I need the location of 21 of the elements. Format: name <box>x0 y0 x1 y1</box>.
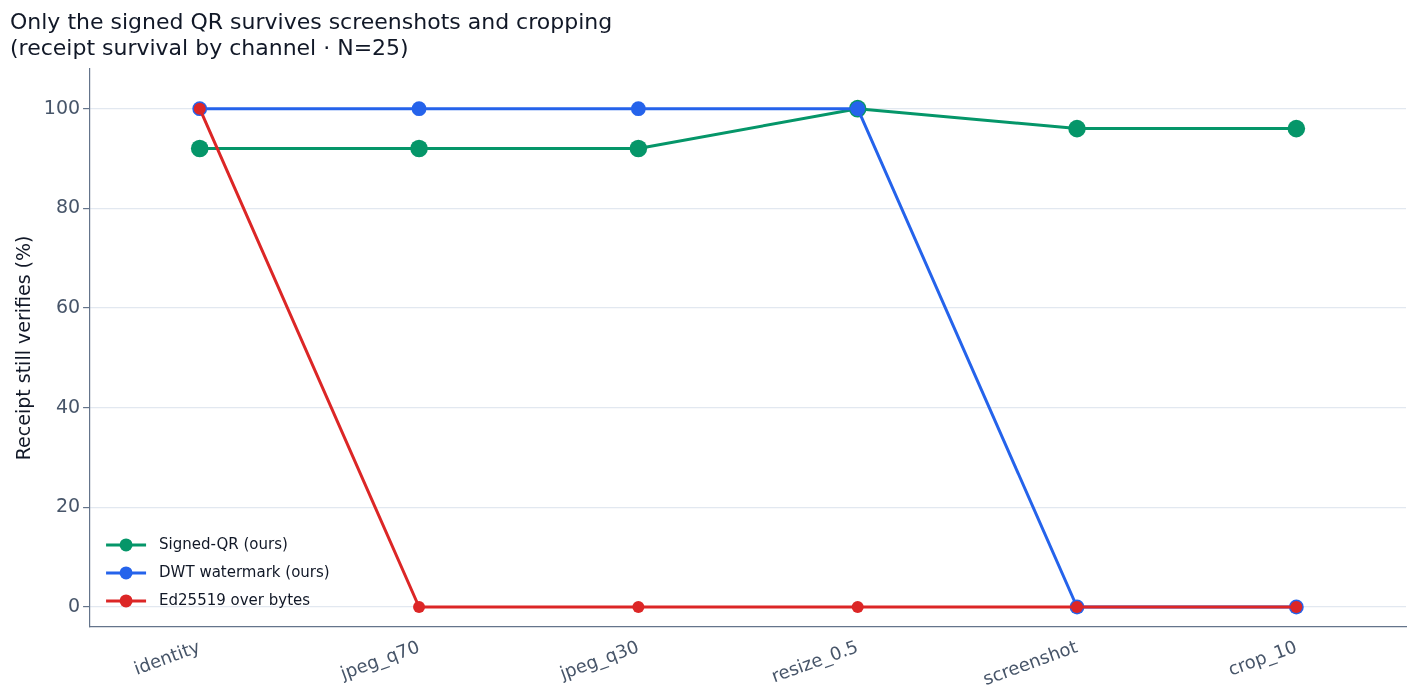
point <box>630 101 646 117</box>
point <box>1068 119 1086 138</box>
y-tick-label: 100 <box>43 95 81 118</box>
y-tick-label: 20 <box>55 494 81 517</box>
y-tick-label: 80 <box>55 195 81 218</box>
point <box>410 139 428 158</box>
legend-label: Signed-QR (ours) <box>159 534 288 553</box>
legend-label: Ed25519 over bytes <box>159 590 311 609</box>
y-tick-label: 0 <box>67 593 81 616</box>
y-tick-label: 40 <box>55 394 81 417</box>
point <box>629 139 648 158</box>
point <box>411 101 427 117</box>
point <box>190 139 209 158</box>
chart-title: Only the signed QR survives screenshots and cropping (receipt survival by channel · N=25) <box>10 8 613 61</box>
point <box>851 601 864 614</box>
point <box>632 601 645 614</box>
point <box>1287 119 1306 138</box>
y-axis-title: Receipt still verifies (%) <box>12 235 35 461</box>
legend-label: DWT watermark (ours) <box>159 562 330 581</box>
y-tick-label: 60 <box>55 294 81 317</box>
point <box>413 601 426 614</box>
